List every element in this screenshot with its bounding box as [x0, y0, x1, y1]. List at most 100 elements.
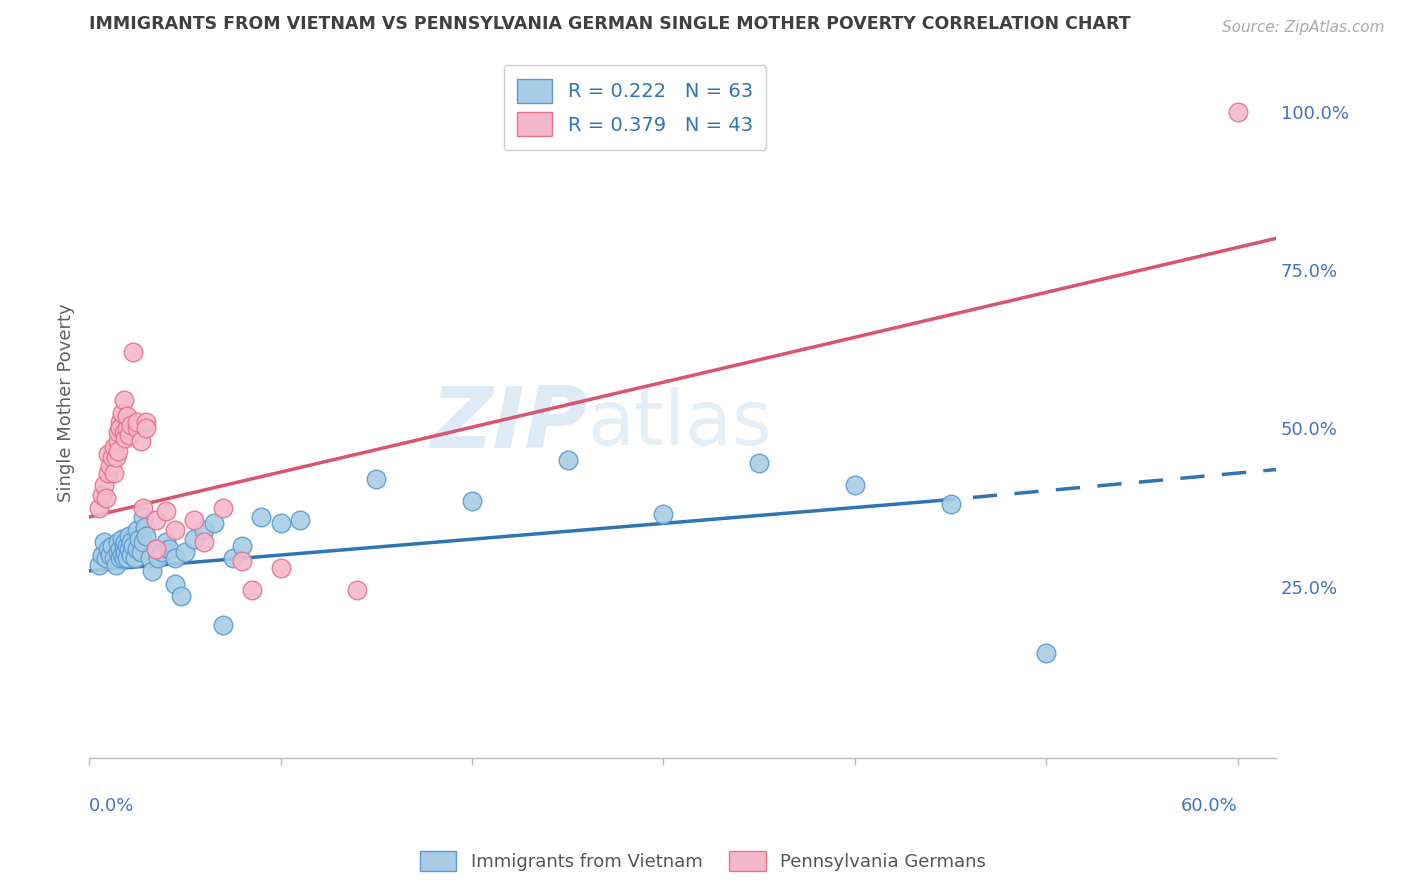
Point	[150, 545, 173, 559]
Point	[135, 529, 157, 543]
Point	[125, 415, 148, 429]
Point	[139, 551, 162, 566]
Point	[114, 431, 136, 445]
Point	[97, 447, 120, 461]
Point	[104, 450, 127, 464]
Point	[155, 535, 177, 549]
Point	[114, 545, 136, 559]
Point	[114, 535, 136, 549]
Point	[652, 507, 675, 521]
Point	[103, 551, 125, 566]
Point	[288, 513, 311, 527]
Point	[183, 532, 205, 546]
Point	[346, 582, 368, 597]
Text: atlas: atlas	[588, 387, 772, 461]
Point	[125, 523, 148, 537]
Point	[748, 456, 770, 470]
Point	[270, 516, 292, 531]
Point	[108, 551, 131, 566]
Legend: R = 0.222   N = 63, R = 0.379   N = 43: R = 0.222 N = 63, R = 0.379 N = 43	[503, 65, 766, 150]
Point	[183, 513, 205, 527]
Point	[117, 551, 139, 566]
Point	[1226, 104, 1249, 119]
Point	[87, 500, 110, 515]
Text: ZIP: ZIP	[430, 383, 588, 466]
Point	[107, 443, 129, 458]
Text: 60.0%: 60.0%	[1181, 797, 1237, 814]
Point	[110, 406, 132, 420]
Point	[107, 535, 129, 549]
Point	[159, 541, 181, 556]
Point	[112, 425, 135, 439]
Point	[97, 466, 120, 480]
Point	[103, 466, 125, 480]
Point	[125, 421, 148, 435]
Point	[117, 421, 139, 435]
Point	[108, 541, 131, 556]
Point	[557, 453, 579, 467]
Point	[129, 545, 152, 559]
Point	[240, 582, 263, 597]
Point	[135, 415, 157, 429]
Point	[110, 532, 132, 546]
Text: IMMIGRANTS FROM VIETNAM VS PENNSYLVANIA GERMAN SINGLE MOTHER POVERTY CORRELATION: IMMIGRANTS FROM VIETNAM VS PENNSYLVANIA …	[89, 15, 1130, 33]
Point	[135, 421, 157, 435]
Point	[128, 532, 150, 546]
Point	[101, 450, 124, 464]
Point	[120, 535, 142, 549]
Point	[112, 392, 135, 407]
Point	[122, 539, 145, 553]
Point	[104, 558, 127, 572]
Point	[122, 345, 145, 359]
Point	[97, 541, 120, 556]
Point	[96, 551, 118, 566]
Point	[91, 488, 114, 502]
Point	[98, 548, 121, 562]
Point	[165, 551, 187, 566]
Point	[155, 504, 177, 518]
Point	[124, 551, 146, 566]
Point	[170, 589, 193, 603]
Point	[844, 478, 866, 492]
Point	[101, 539, 124, 553]
Point	[103, 441, 125, 455]
Point	[131, 500, 153, 515]
Point	[141, 564, 163, 578]
Point	[221, 551, 243, 566]
Point	[231, 539, 253, 553]
Point	[231, 554, 253, 568]
Y-axis label: Single Mother Poverty: Single Mother Poverty	[58, 304, 75, 502]
Point	[146, 551, 169, 566]
Point	[173, 545, 195, 559]
Point	[193, 523, 215, 537]
Point	[108, 421, 131, 435]
Point	[193, 535, 215, 549]
Point	[107, 425, 129, 439]
Point	[125, 541, 148, 556]
Point	[129, 434, 152, 448]
Point	[98, 459, 121, 474]
Point	[131, 510, 153, 524]
Point	[93, 478, 115, 492]
Text: Source: ZipAtlas.com: Source: ZipAtlas.com	[1222, 20, 1385, 35]
Point	[250, 510, 273, 524]
Point	[117, 409, 139, 423]
Point	[107, 545, 129, 559]
Point	[270, 560, 292, 574]
Point	[212, 617, 235, 632]
Text: 0.0%: 0.0%	[89, 797, 135, 814]
Point	[165, 576, 187, 591]
Point	[107, 434, 129, 448]
Point	[145, 513, 167, 527]
Point	[939, 497, 962, 511]
Point	[120, 418, 142, 433]
Point	[96, 491, 118, 505]
Point	[118, 541, 141, 556]
Point	[110, 548, 132, 562]
Point	[134, 519, 156, 533]
Point	[461, 494, 484, 508]
Point	[108, 415, 131, 429]
Point	[145, 541, 167, 556]
Point	[202, 516, 225, 531]
Point	[112, 539, 135, 553]
